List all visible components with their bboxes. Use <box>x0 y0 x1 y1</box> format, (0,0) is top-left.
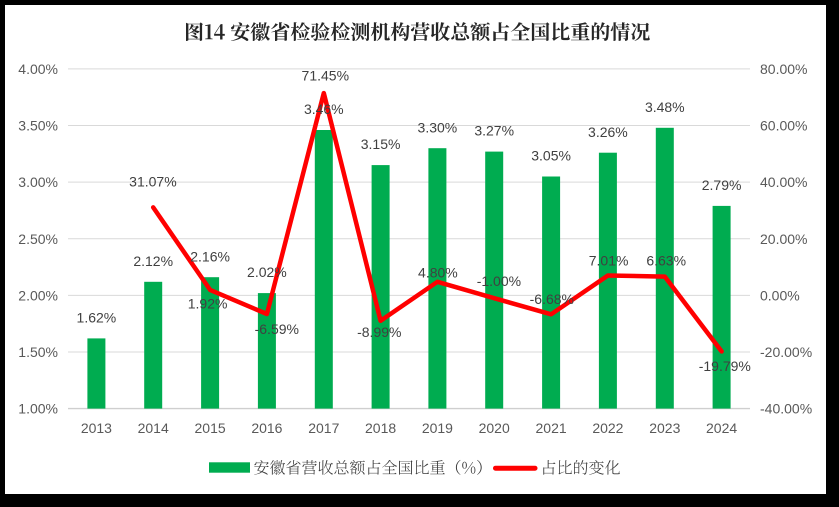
svg-text:7.01%: 7.01% <box>589 252 629 268</box>
svg-text:-40.00%: -40.00% <box>760 401 812 417</box>
svg-text:2014: 2014 <box>138 420 169 436</box>
svg-text:20.00%: 20.00% <box>760 231 807 247</box>
svg-text:-19.79%: -19.79% <box>699 358 751 374</box>
svg-text:-6.59%: -6.59% <box>255 321 299 337</box>
svg-text:2022: 2022 <box>592 420 623 436</box>
svg-text:3.05%: 3.05% <box>531 148 571 164</box>
svg-text:1.62%: 1.62% <box>77 310 117 326</box>
svg-text:6.63%: 6.63% <box>646 252 686 268</box>
svg-text:3.30%: 3.30% <box>418 119 458 135</box>
svg-text:2.79%: 2.79% <box>702 177 742 193</box>
svg-text:-6.68%: -6.68% <box>530 291 574 307</box>
svg-text:80.00%: 80.00% <box>760 61 807 77</box>
svg-text:2.00%: 2.00% <box>18 287 58 303</box>
svg-text:1.00%: 1.00% <box>18 401 58 417</box>
svg-text:2024: 2024 <box>706 420 737 436</box>
svg-text:2019: 2019 <box>422 420 453 436</box>
svg-text:1.50%: 1.50% <box>18 344 58 360</box>
svg-text:2.50%: 2.50% <box>18 231 58 247</box>
svg-text:2015: 2015 <box>195 420 226 436</box>
svg-text:2023: 2023 <box>649 420 680 436</box>
svg-text:-20.00%: -20.00% <box>760 344 812 360</box>
svg-text:3.50%: 3.50% <box>18 118 58 134</box>
svg-text:-1.00%: -1.00% <box>477 273 521 289</box>
svg-text:4.80%: 4.80% <box>418 264 458 280</box>
svg-text:3.26%: 3.26% <box>588 124 628 140</box>
svg-text:60.00%: 60.00% <box>760 118 807 134</box>
svg-text:2013: 2013 <box>81 420 112 436</box>
svg-text:3.27%: 3.27% <box>474 123 514 139</box>
svg-text:0.00%: 0.00% <box>760 287 800 303</box>
svg-text:31.07%: 31.07% <box>129 174 176 190</box>
svg-text:2020: 2020 <box>479 420 510 436</box>
svg-text:4.00%: 4.00% <box>18 61 58 77</box>
svg-text:2016: 2016 <box>251 420 282 436</box>
svg-text:2017: 2017 <box>308 420 339 436</box>
svg-text:71.45%: 71.45% <box>302 68 349 84</box>
svg-text:2.12%: 2.12% <box>133 253 173 269</box>
svg-text:2021: 2021 <box>536 420 567 436</box>
svg-text:40.00%: 40.00% <box>760 174 807 190</box>
svg-text:1.92%: 1.92% <box>188 295 228 311</box>
svg-text:2018: 2018 <box>365 420 396 436</box>
svg-text:2.02%: 2.02% <box>247 264 287 280</box>
svg-text:3.48%: 3.48% <box>645 99 685 115</box>
svg-text:3.00%: 3.00% <box>18 174 58 190</box>
svg-text:-8.99%: -8.99% <box>357 324 401 340</box>
svg-text:2.16%: 2.16% <box>190 248 230 264</box>
svg-text:3.46%: 3.46% <box>304 101 344 117</box>
svg-text:3.15%: 3.15% <box>361 136 401 152</box>
